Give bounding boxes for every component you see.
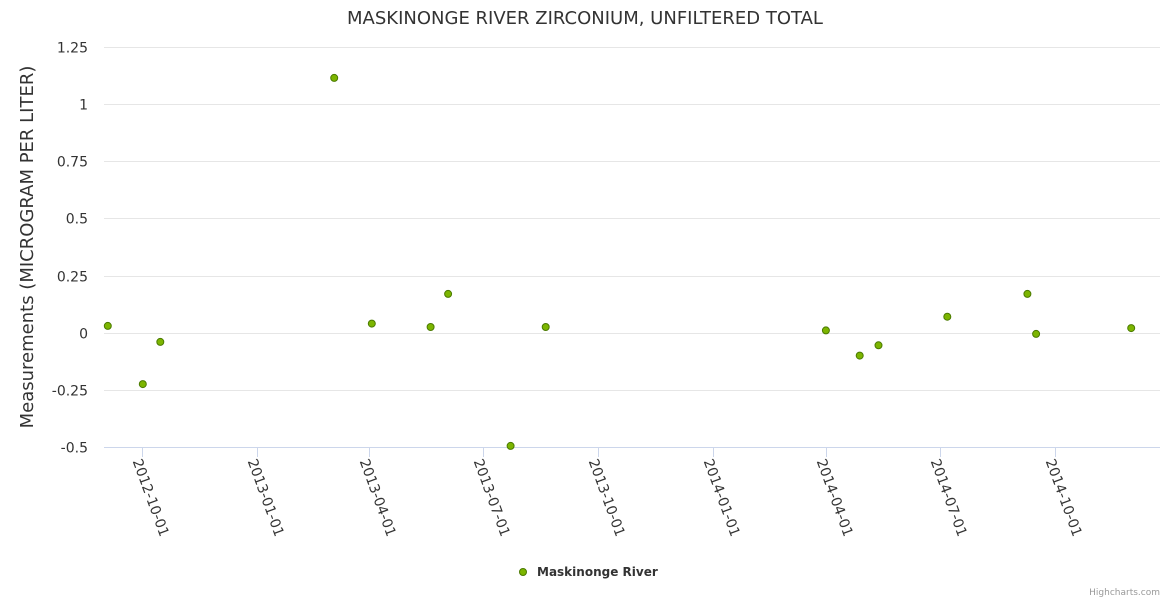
data-point[interactable] xyxy=(541,323,550,331)
x-tick-label: 2014-07-01 xyxy=(927,457,970,539)
legend-label-maskinonge-river[interactable]: Maskinonge River xyxy=(537,565,658,579)
y-tick-label: 0 xyxy=(79,327,88,343)
data-point[interactable] xyxy=(506,441,515,450)
y-tick-label: 1 xyxy=(79,98,88,114)
y-tick-label: -0.25 xyxy=(52,384,88,400)
data-point[interactable] xyxy=(426,323,435,331)
y-tick-label: 0.5 xyxy=(66,212,88,228)
data-point[interactable] xyxy=(943,312,952,321)
x-tick-label: 2012-10-01 xyxy=(129,457,172,539)
data-point[interactable] xyxy=(855,351,864,360)
data-point[interactable] xyxy=(330,73,339,82)
x-tick-label: 2014-10-01 xyxy=(1042,457,1085,539)
y-tick-label: 1.25 xyxy=(57,41,88,57)
data-point[interactable] xyxy=(103,321,112,330)
legend[interactable]: Maskinonge River xyxy=(519,565,658,579)
y-tick-label: 0.25 xyxy=(57,270,88,286)
y-axis-label: Measurements (MICROGRAM PER LITER) xyxy=(17,66,38,429)
axis-layer: 1.25 1 0.75 0.5 0.25 0 -0.25 -0.5 2012-10-01 2013… xyxy=(52,41,1160,539)
x-tick-label: 2014-01-01 xyxy=(700,457,743,539)
x-tick-label: 2014-04-01 xyxy=(813,457,856,539)
y-tick-label: -0.5 xyxy=(61,441,88,457)
data-point[interactable] xyxy=(1032,329,1041,338)
legend-marker[interactable] xyxy=(519,568,527,576)
x-tick-label: 2013-01-01 xyxy=(244,457,287,539)
data-point[interactable] xyxy=(821,326,830,335)
data-point[interactable] xyxy=(874,341,883,350)
x-tick-label: 2013-10-01 xyxy=(585,457,628,539)
points-layer xyxy=(103,73,1136,450)
data-point[interactable] xyxy=(1127,324,1136,333)
data-point[interactable] xyxy=(138,380,147,389)
x-tick-label: 2013-07-01 xyxy=(470,457,513,539)
data-point[interactable] xyxy=(156,337,165,346)
x-tick-label: 2013-04-01 xyxy=(356,457,399,539)
y-tick-label: 0.75 xyxy=(57,155,88,171)
data-point[interactable] xyxy=(1023,289,1032,298)
data-point[interactable] xyxy=(367,319,376,328)
credits-link[interactable]: Highcharts.com xyxy=(1089,588,1160,598)
grid-layer xyxy=(104,47,1160,448)
chart-title: MASKINONGE RIVER ZIRCONIUM, UNFILTERED T… xyxy=(347,8,823,29)
data-point[interactable] xyxy=(444,289,453,298)
